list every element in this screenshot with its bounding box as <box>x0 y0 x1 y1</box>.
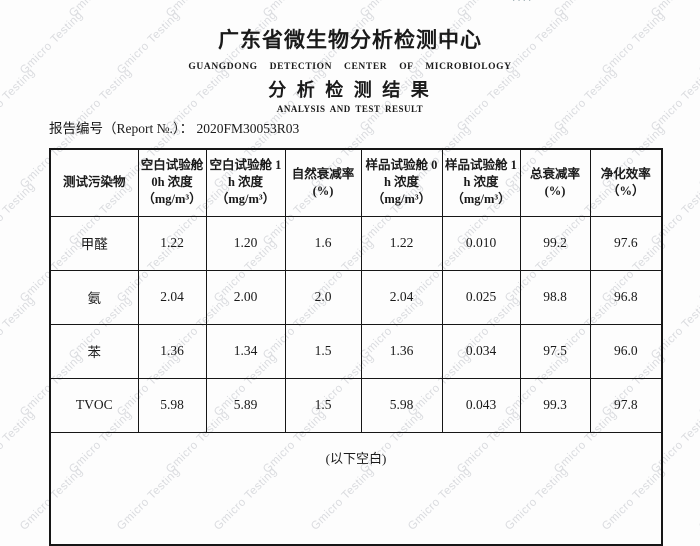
value-cell: 1.5 <box>284 323 362 379</box>
pollutant-name-cell: TVOC <box>49 377 139 433</box>
table-row: 甲醛 1.22 1.20 1.6 1.22 0.010 99.2 97.6 <box>49 215 663 271</box>
org-title-cn: 广东省微生物分析检测中心 <box>218 28 482 52</box>
column-header-label: 样品试验舱 0h 浓度 <box>365 158 438 190</box>
watermark-text: Gmicro Testing <box>67 0 135 20</box>
watermark-text: Gmicro Testing <box>164 0 232 20</box>
value-cell: 5.98 <box>137 377 207 433</box>
value-cell: 1.36 <box>137 323 207 379</box>
org-title-en: GUANGDONG DETECTION CENTER OF MICROBIOLO… <box>188 62 512 72</box>
table-footer-row: (以下空白) <box>49 431 663 545</box>
value-cell: 96.0 <box>589 323 663 379</box>
column-header: 空白试验舱0h 浓度 （mg/m³） <box>137 148 207 217</box>
value-cell: 1.5 <box>284 377 362 433</box>
column-header-unit: （mg/m³） <box>215 192 276 207</box>
column-header: 样品试验舱 1h 浓度 （mg/m³） <box>441 148 521 217</box>
column-header: 净化效率 （%） <box>589 148 663 217</box>
value-cell: 98.8 <box>519 269 591 325</box>
watermark-text: Gmicro Testing <box>261 0 329 20</box>
watermark-text: Gmicro Testing <box>0 408 38 476</box>
watermark-text: Gmicro Testing <box>0 0 38 20</box>
value-cell: 1.22 <box>360 215 443 271</box>
table-row: 氨 2.04 2.00 2.0 2.04 0.025 98.8 96.8 <box>49 269 663 325</box>
column-header-label: 总衰减率 <box>529 166 580 181</box>
column-header-unit: （%） <box>606 183 645 198</box>
report-number-label: 报告编号（Report №.）： <box>49 121 194 136</box>
value-cell: 1.20 <box>205 215 286 271</box>
value-cell: 0.025 <box>441 269 521 325</box>
column-header-label: 空白试验舱 1h 浓度 <box>209 158 282 190</box>
report-number-value: 2020FM30053R03 <box>196 121 300 136</box>
doc-title-en: ANALYSIS AND TEST RESULT <box>276 104 424 114</box>
column-header-label: 净化效率 <box>600 166 651 181</box>
value-cell: 5.98 <box>360 377 443 433</box>
pollutant-name-cell: 苯 <box>49 323 139 379</box>
value-cell: 2.0 <box>284 269 362 325</box>
column-header: 测试污染物 <box>49 148 139 217</box>
column-header-label: 测试污染物 <box>62 175 126 190</box>
value-cell: 1.34 <box>205 323 286 379</box>
watermark-text: Gmicro Testing <box>0 294 38 362</box>
column-header: 样品试验舱 0h 浓度 （mg/m³） <box>360 148 443 217</box>
column-header: 空白试验舱 1h 浓度 （mg/m³） <box>205 148 286 217</box>
table-row: 苯 1.36 1.34 1.5 1.36 0.034 97.5 96.0 <box>49 323 663 379</box>
column-header-unit: （mg/m³） <box>142 192 202 207</box>
value-cell: 2.04 <box>137 269 207 325</box>
value-cell: 99.3 <box>519 377 591 433</box>
value-cell: 97.6 <box>589 215 663 271</box>
column-header-unit: (%) <box>312 183 334 198</box>
value-cell: 1.22 <box>137 215 207 271</box>
watermark-text: Gmicro Testing <box>649 0 700 20</box>
table-row: TVOC 5.98 5.89 1.5 5.98 0.043 99.3 97.8 <box>49 377 663 433</box>
table-header-row: 测试污染物 空白试验舱0h 浓度 （mg/m³） 空白试验舱 1h 浓度 （mg/m³）… <box>49 148 663 217</box>
footer-blank-cell: (以下空白) <box>49 431 663 545</box>
pollutant-name-cell: 氨 <box>49 269 139 325</box>
value-cell: 1.36 <box>360 323 443 379</box>
watermark-text: Gmicro Testing <box>552 0 620 20</box>
watermark-text: Gmicro Testing <box>358 0 426 20</box>
column-header-unit: (%) <box>544 183 566 198</box>
column-header-label: 自然衰减率 <box>291 166 355 181</box>
value-cell: 0.043 <box>441 377 521 433</box>
value-cell: 5.89 <box>205 377 286 433</box>
value-cell: 2.04 <box>360 269 443 325</box>
column-header-unit: （mg/m³） <box>371 192 432 207</box>
top-edge-mark: ···· <box>512 0 534 6</box>
column-header-label: 空白试验舱0h 浓度 <box>140 158 204 190</box>
column-header-unit: （mg/m³） <box>451 192 511 207</box>
value-cell: 0.010 <box>441 215 521 271</box>
value-cell: 0.034 <box>441 323 521 379</box>
value-cell: 97.5 <box>519 323 591 379</box>
watermark-text: Gmicro Testing <box>0 180 38 248</box>
column-header: 自然衰减率 (%) <box>284 148 362 217</box>
value-cell: 99.2 <box>519 215 591 271</box>
value-cell: 1.6 <box>284 215 362 271</box>
value-cell: 97.8 <box>589 377 663 433</box>
value-cell: 2.00 <box>205 269 286 325</box>
column-header-label: 样品试验舱 1h 浓度 <box>445 158 517 190</box>
column-header: 总衰减率 (%) <box>519 148 591 217</box>
value-cell: 96.8 <box>589 269 663 325</box>
pollutant-name-cell: 甲醛 <box>49 215 139 271</box>
result-table: 测试污染物 空白试验舱0h 浓度 （mg/m³） 空白试验舱 1h 浓度 （mg/m³）… <box>49 148 663 546</box>
doc-title-cn: 分 析 检 测 结 果 <box>268 80 432 100</box>
report-number-line: 报告编号（Report №.）： 2020FM30053R03 <box>49 117 299 137</box>
